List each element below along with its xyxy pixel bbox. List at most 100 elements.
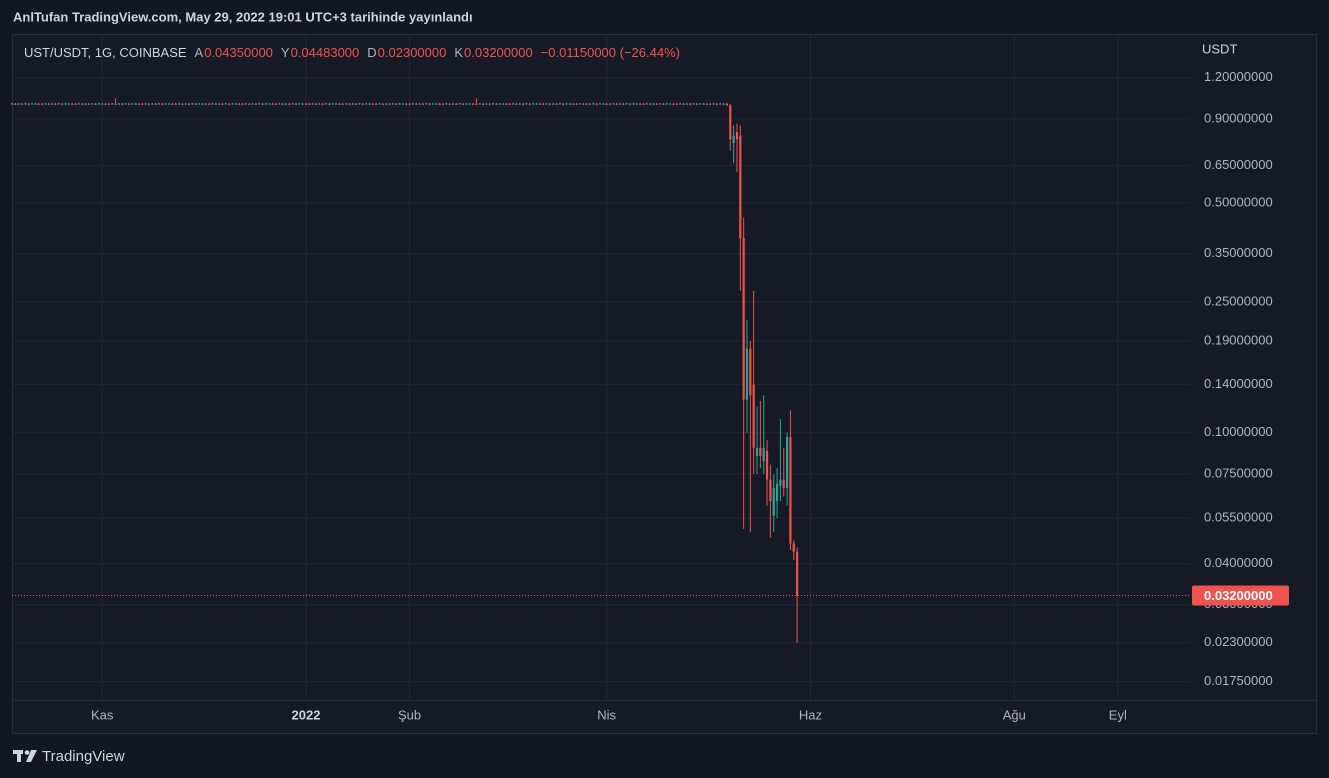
candle-body: [375, 103, 378, 105]
x-tick-label: Eyl: [1109, 707, 1127, 722]
candle-body: [498, 103, 501, 105]
candle-body: [796, 551, 799, 596]
legend-ohlc-label: Y: [280, 45, 290, 60]
candle-body: [582, 103, 585, 105]
candle-body: [361, 103, 364, 105]
candle-body: [428, 103, 431, 105]
brand-name: TradingView: [42, 748, 125, 765]
legend-ohlc-value: 0.03200000: [464, 45, 533, 60]
candle-body: [331, 103, 334, 105]
candle-body: [24, 103, 27, 105]
candle-body: [729, 105, 732, 140]
candle-body: [94, 103, 97, 105]
candle-body: [231, 103, 234, 105]
candle-body: [107, 103, 110, 105]
x-tick-label: Şub: [398, 707, 421, 722]
candle-body: [405, 103, 408, 105]
candle-body: [365, 103, 368, 105]
candle-body: [602, 103, 605, 105]
candle-body: [308, 103, 311, 105]
chart-panel: [12, 34, 1317, 734]
candle-body: [121, 103, 124, 105]
candle-body: [615, 103, 618, 105]
candle-body: [485, 103, 488, 105]
candle-body: [137, 103, 141, 105]
candle-body: [732, 135, 735, 144]
candle-body: [221, 103, 224, 105]
candle-body: [779, 479, 782, 486]
candle-body: [608, 103, 612, 105]
candle-body: [555, 103, 558, 105]
candle-body: [328, 103, 331, 105]
candle-body: [725, 103, 729, 106]
candle-body: [187, 103, 191, 105]
candle-body: [238, 103, 241, 105]
legend-ohlc-label: K: [454, 45, 464, 60]
candle-body: [114, 103, 117, 105]
candle-body: [141, 103, 144, 105]
candle-body: [144, 103, 147, 105]
candle-body: [177, 103, 181, 105]
candle-body: [234, 103, 237, 105]
candle-body: [291, 103, 294, 105]
candle-body: [318, 103, 321, 105]
legend-symbol: UST/USDT, 1G, COINBASE: [24, 45, 187, 60]
candle-body: [348, 103, 351, 105]
candle-body: [91, 103, 94, 105]
candle-body: [351, 103, 354, 105]
candle-body: [765, 451, 769, 480]
candle-body: [174, 103, 177, 105]
y-tick-label: 1.20000000: [1204, 69, 1273, 84]
candle-body: [244, 103, 247, 105]
candle-body: [435, 103, 438, 105]
candle-body: [745, 348, 749, 400]
legend-change: −0.01150000 (−26.44%): [540, 45, 680, 60]
candle-body: [715, 103, 719, 105]
candle-body: [775, 483, 779, 502]
candle-body: [47, 103, 50, 105]
candle-body: [201, 103, 204, 105]
candle-body: [208, 103, 211, 105]
candle-body: [565, 103, 568, 105]
candle-body: [685, 103, 688, 105]
candle-body: [789, 437, 792, 544]
candle-body: [218, 103, 221, 105]
candle-body: [448, 103, 451, 105]
candle-body: [628, 103, 632, 105]
candle-body: [64, 103, 67, 105]
candle-body: [702, 103, 705, 105]
candle-body: [515, 103, 518, 105]
candle-body: [181, 103, 184, 105]
candle-body: [468, 103, 471, 105]
y-tick-label: 0.90000000: [1204, 110, 1273, 125]
candle-body: [134, 103, 137, 105]
candle-body: [739, 135, 742, 239]
candle-body: [398, 103, 401, 105]
candle-body: [321, 103, 324, 105]
legend-ohlc-value: 0.04483000: [290, 45, 360, 60]
candle-body: [167, 103, 171, 105]
candle-body: [84, 103, 87, 105]
candle-body: [655, 103, 658, 105]
candle-body: [749, 348, 752, 396]
candle-body: [502, 103, 505, 105]
candle-body: [458, 103, 461, 105]
candle-body: [491, 103, 495, 105]
candle-body: [161, 103, 164, 105]
candle-body: [358, 103, 361, 105]
legend-ohlc-value: 0.02300000: [377, 45, 447, 60]
candle-body: [669, 103, 672, 105]
y-tick-label: 0.35000000: [1204, 245, 1273, 260]
last-price-badge: [1192, 585, 1289, 606]
candle-body: [562, 103, 565, 105]
candle-body: [104, 103, 107, 105]
candle-body: [431, 103, 435, 105]
candle-body: [425, 103, 428, 105]
y-tick-label: 0.19000000: [1204, 332, 1273, 347]
candle-body: [248, 103, 251, 105]
candle-body: [74, 103, 77, 105]
candle-body: [438, 103, 441, 105]
candle-body: [111, 103, 114, 105]
candle-body: [488, 103, 491, 105]
